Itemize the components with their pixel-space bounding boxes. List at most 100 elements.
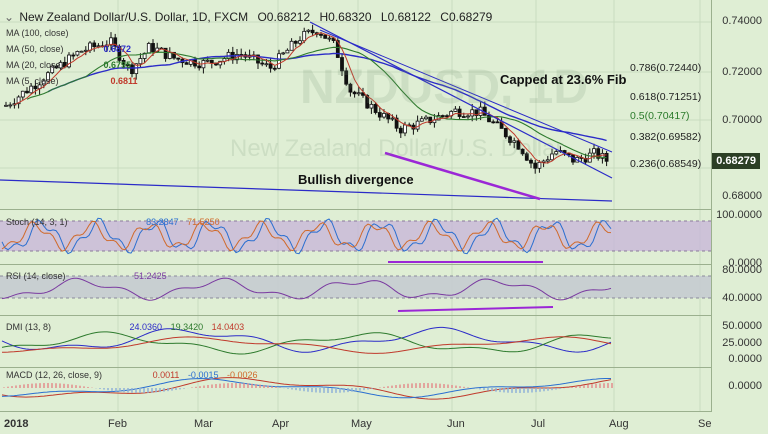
macd-line [1, 377, 612, 400]
candle-body [46, 72, 50, 82]
candle-body [109, 37, 113, 46]
candle-body [545, 159, 550, 162]
candle-body [298, 40, 302, 44]
watermark-name: New Zealand Dollar/U.S. Dollar [230, 135, 564, 162]
candle-body [54, 65, 59, 69]
ma-legend-label: MA (5, close) [6, 76, 59, 86]
candle-body [130, 64, 134, 75]
dmi-plus-value: 24.0360 [129, 322, 163, 332]
x-axis-tick: Aug [609, 418, 629, 430]
x-axis-tick: Feb [108, 418, 127, 430]
fib-level-0786: 0.786(0.72440) [630, 62, 702, 74]
candle-body [352, 91, 357, 95]
candle-body [285, 49, 290, 54]
dmi-axis-tick: 50.0000 [722, 320, 762, 332]
candle-body [419, 118, 424, 122]
candle-body [382, 113, 386, 118]
candle-body [33, 85, 38, 90]
candle-body [96, 45, 101, 48]
rsi-legend[interactable]: RSI (14, close) 51.2425 [6, 271, 173, 281]
fib-level-0236: 0.236(0.68549) [630, 158, 702, 170]
macd-legend[interactable]: MACD (12, 26, close, 9) 0.0011 -0.0015 -… [6, 370, 264, 380]
candle-body [29, 85, 34, 94]
candle-body [138, 58, 143, 65]
macd-signal-line [1, 377, 611, 399]
ma-legend-20[interactable]: MA (20, close) 0.6795 [6, 60, 131, 70]
ohlc-values: O0.68212 H0.68320 L0.68122 C0.68279 [251, 10, 492, 24]
ma-100-line [47, 52, 607, 142]
price-axis-tick: 0.74000 [722, 15, 762, 27]
candle-body [121, 60, 126, 65]
candle-body [340, 57, 344, 72]
ma-legend-label: MA (50, close) [6, 44, 64, 54]
macd-hist-value: -0.0026 [226, 370, 258, 380]
dmi-axis-tick: 25.0000 [722, 337, 762, 349]
candle-body [256, 54, 260, 64]
candlestick-series [4, 24, 609, 174]
candle-body [75, 51, 80, 56]
x-axis-tick: May [351, 418, 372, 430]
ohlc-low: L0.68122 [380, 10, 431, 24]
stoch-label: Stoch (14, 3, 1) [6, 217, 68, 227]
dmi-plus-line [1, 326, 612, 353]
candle-body [533, 162, 538, 169]
annotation-divergence: Bullish divergence [298, 172, 414, 187]
candle-body [218, 60, 223, 66]
macd-axis-tick: 0.0000 [728, 380, 762, 392]
candle-body [172, 51, 176, 59]
x-axis-tick: Se [698, 418, 712, 430]
ma-legend-5[interactable]: MA (5, close) 0.6811 [6, 76, 138, 86]
candle-body [205, 59, 210, 62]
divergence-rsi-line [397, 306, 554, 312]
candle-body [125, 64, 130, 66]
candle-body [512, 140, 517, 143]
candle-body [394, 117, 399, 129]
candle-body [466, 115, 470, 118]
macd-signal-value: -0.0015 [187, 370, 219, 380]
dmi-axis-tick: 0.0000 [728, 353, 762, 365]
candle-body [41, 80, 46, 86]
candle-body [554, 151, 559, 155]
ma-legend-label: MA (20, close) [6, 60, 64, 70]
stoch-legend[interactable]: Stoch (14, 3, 1) 83.2847 71.5250 [6, 217, 226, 227]
candle-body [50, 65, 55, 74]
ma-20-line [26, 46, 607, 159]
candle-body [390, 117, 395, 120]
candle-body [306, 29, 311, 32]
ma-5-line [14, 32, 607, 164]
stoch-d-value: 71.5250 [187, 217, 220, 227]
ma-legend-50[interactable]: MA (50, close) 0.6872 [6, 44, 131, 54]
annotation-capped: Capped at 23.6% Fib [500, 72, 627, 87]
candle-body [365, 94, 370, 109]
candle-body [67, 54, 71, 68]
stoch-k-line [1, 217, 612, 255]
watermark-symbol: NZDUSD, 1D [300, 61, 589, 114]
candle-body [79, 50, 84, 53]
candle-body [470, 109, 475, 117]
candle-body [260, 62, 265, 65]
x-axis-tick: Jun [447, 418, 465, 430]
ma-legend-value: 0.6811 [110, 76, 138, 86]
candle-body [348, 83, 353, 93]
fib-level-05: 0.5(0.70417) [630, 110, 690, 122]
candle-body [268, 63, 273, 69]
candle-body [327, 37, 332, 40]
candle-body [503, 128, 508, 138]
price-axis-tick: 0.68000 [722, 190, 762, 202]
fib-level-0382: 0.382(0.69582) [630, 131, 702, 143]
x-axis-tick: Jul [531, 418, 546, 430]
x-axis-tick: Mar [194, 418, 213, 430]
x-axis-tick: 2018 [4, 418, 29, 430]
collapse-icon[interactable]: ⌄ [4, 10, 15, 24]
rsi-band [0, 276, 711, 298]
candle-body [524, 153, 529, 161]
candle-body [197, 65, 202, 69]
candle-body [428, 116, 433, 124]
candle-body [4, 104, 8, 107]
ma-legend-100[interactable]: MA (100, close) [6, 28, 69, 38]
candle-body [151, 43, 155, 52]
candle-body [583, 157, 588, 163]
dmi-legend[interactable]: DMI (13, 8) 24.0360 19.3420 14.0403 [6, 322, 250, 332]
candle-body [541, 160, 546, 163]
